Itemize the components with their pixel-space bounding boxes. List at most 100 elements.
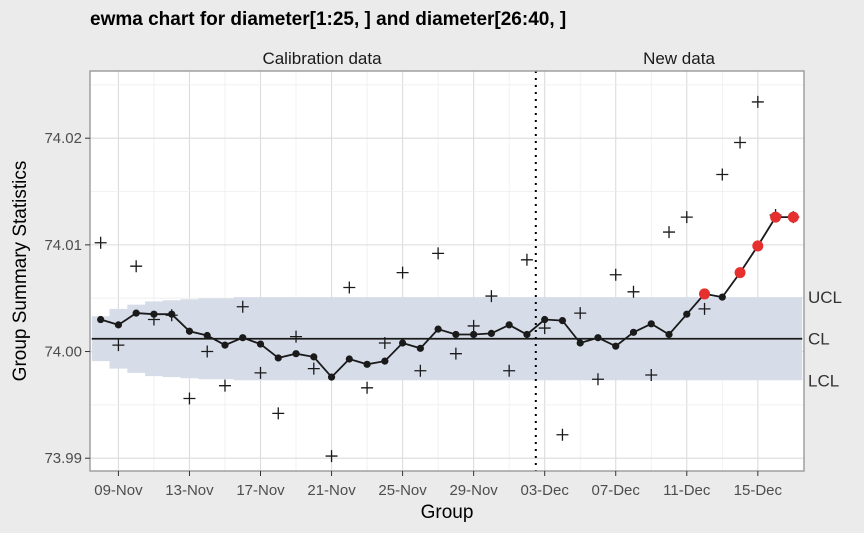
statistic-marker	[432, 247, 445, 260]
statistic-marker	[503, 364, 516, 377]
ewma-point	[256, 340, 265, 348]
statistic-marker	[520, 253, 533, 266]
y-tick-label: 74.00	[44, 344, 82, 361]
ewma-point	[185, 327, 194, 335]
ewma-point	[612, 342, 620, 350]
cl-label: CL	[808, 330, 830, 349]
ewma-point	[541, 315, 549, 324]
ewma-point	[292, 350, 300, 358]
statistic-marker	[112, 339, 125, 352]
section-label-calibration: Calibration data	[262, 49, 382, 68]
statistic-marker	[290, 330, 303, 343]
ewma-point-out-of-control	[787, 211, 799, 223]
ewma-point	[239, 334, 247, 342]
statistic-marker	[414, 364, 427, 377]
statistic-marker	[663, 226, 676, 239]
section-label-new: New data	[643, 49, 715, 68]
ewma-point	[327, 373, 336, 381]
statistic-marker	[94, 236, 107, 249]
ewma-point	[150, 310, 158, 318]
statistic-marker	[734, 136, 747, 149]
statistic-marker	[609, 268, 622, 281]
statistic-marker	[218, 379, 231, 392]
y-tick-label: 74.02	[44, 130, 82, 147]
statistic-marker	[716, 168, 729, 181]
y-axis: 73.99 74.00 74.01 74.02	[44, 130, 90, 467]
statistic-marker	[556, 428, 569, 441]
ewma-point	[683, 310, 691, 318]
ewma-point	[221, 341, 229, 349]
ewma-points	[97, 211, 799, 381]
statistic-marker	[751, 95, 764, 108]
ewma-point	[132, 309, 140, 317]
statistic-marker	[254, 366, 267, 379]
x-tick-label: 21-Nov	[307, 482, 356, 499]
statistic-marker	[698, 302, 711, 315]
x-tick-label: 03-Dec	[521, 482, 570, 499]
plot-frame	[89, 70, 805, 472]
ewma-point-out-of-control	[734, 267, 746, 279]
x-axis: 09-Nov 13-Nov 17-Nov 21-Nov 25-Nov 29-Nov 03-D…	[94, 471, 782, 499]
statistic-marker	[645, 369, 658, 381]
y-axis-title: Group Summary Statistics	[10, 161, 31, 382]
statistic-marker	[130, 260, 143, 273]
ewma-point	[203, 331, 211, 340]
ewma-point-out-of-control	[752, 240, 764, 252]
ewma-point	[718, 293, 726, 301]
ewma-point	[363, 360, 371, 368]
ewma-point	[452, 330, 460, 339]
x-tick-label: 17-Nov	[236, 482, 285, 499]
ewma-point	[381, 357, 389, 365]
ewma-point	[274, 354, 282, 362]
limit-labels: UCL CL LCL	[808, 288, 842, 390]
statistic-marker	[680, 211, 693, 224]
ewma-point	[487, 329, 496, 337]
y-tick-label: 73.99	[44, 450, 82, 467]
x-tick-label: 13-Nov	[165, 482, 214, 499]
ewma-point-out-of-control	[770, 211, 782, 223]
ewma-point	[505, 321, 513, 329]
ewma-point	[114, 321, 123, 329]
statistic-marker	[485, 290, 498, 303]
ewma-point	[416, 344, 424, 352]
x-tick-label: 07-Dec	[592, 482, 641, 499]
ewma-point	[97, 315, 105, 324]
statistic-marker	[183, 392, 196, 405]
x-tick-label: 11-Dec	[663, 482, 711, 499]
y-tick-label: 74.01	[44, 237, 82, 254]
ewma-point	[310, 353, 318, 361]
statistic-marker	[378, 337, 391, 349]
statistic-marker	[449, 347, 462, 360]
ewma-point	[629, 328, 638, 336]
statistic-marker	[396, 266, 409, 279]
ewma-point	[398, 339, 407, 347]
statistic-marker	[467, 319, 480, 332]
ewma-point	[168, 310, 176, 318]
statistic-marker	[236, 300, 249, 313]
statistic-marker	[201, 345, 214, 358]
x-tick-label: 29-Nov	[449, 482, 498, 499]
ewma-line	[100, 216, 794, 379]
x-tick-label: 09-Nov	[94, 482, 143, 499]
ewma-point-out-of-control	[699, 288, 711, 300]
statistic-marker	[627, 285, 640, 298]
statistic-marker	[307, 362, 320, 375]
ewma-point	[345, 355, 353, 363]
x-tick-label: 15-Dec	[734, 482, 783, 499]
statistic-marker	[574, 307, 587, 320]
statistic-marker	[272, 407, 285, 420]
x-axis-title: Group	[421, 502, 474, 523]
statistic-marker	[343, 281, 356, 294]
ewma-point	[523, 330, 531, 339]
ucl-label: UCL	[808, 288, 842, 307]
ewma-point	[647, 320, 655, 328]
ewma-point	[558, 317, 567, 325]
x-tick-label: 25-Nov	[378, 482, 427, 499]
statistic-marker	[361, 381, 374, 394]
statistic-marker	[325, 450, 338, 463]
ewma-point	[434, 325, 442, 333]
statistic-marker	[591, 373, 604, 386]
ewma-point	[665, 330, 673, 339]
statistic-marker	[538, 322, 551, 335]
